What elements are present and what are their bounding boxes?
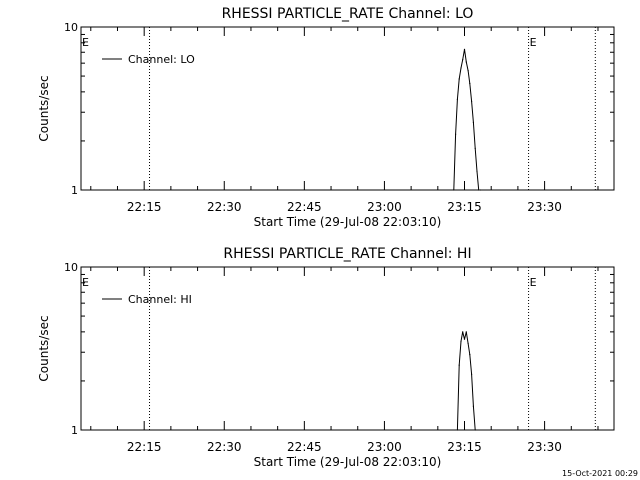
data-point: [458, 78, 460, 80]
x-tick-label: 22:45: [287, 440, 322, 454]
x-axis-label: Start Time (29-Jul-08 22:03:10): [254, 455, 442, 469]
y-tick-label: 10: [64, 261, 78, 274]
chart-title: RHESSI PARTICLE_RATE Channel: LO: [222, 6, 474, 22]
data-point: [471, 373, 473, 375]
data-point: [463, 338, 466, 340]
x-tick-label: 22:45: [287, 200, 322, 214]
data-point: [455, 133, 457, 135]
legend-label: Channel: HI: [128, 293, 192, 306]
plot-frame: [80, 266, 615, 431]
y-tick-label: 10: [64, 21, 78, 34]
data-point: [472, 121, 474, 123]
x-tick-label: 22:15: [127, 200, 162, 214]
edge-marker-label: E: [82, 276, 89, 289]
data-point: [456, 98, 458, 100]
x-tick-label: 22:30: [207, 200, 242, 214]
edge-marker-label: E: [82, 36, 89, 49]
data-point: [453, 189, 455, 191]
data-point: [478, 189, 480, 191]
x-tick-label: 23:00: [367, 200, 402, 214]
time-marker-label: E: [530, 36, 537, 49]
legend-label: Channel: LO: [128, 53, 195, 66]
data-point: [474, 147, 476, 149]
data-point: [474, 429, 476, 431]
data-point: [463, 48, 466, 50]
data-point: [469, 354, 471, 356]
data-point: [472, 405, 474, 407]
x-axis-label: Start Time (29-Jul-08 22:03:10): [254, 215, 442, 229]
panel-lo: RHESSI PARTICLE_RATE Channel: LO Counts/s…: [37, 6, 615, 229]
data-point: [479, 189, 482, 191]
x-tick-label: 23:15: [447, 200, 482, 214]
plot-frame: [80, 26, 615, 191]
data-point: [476, 170, 478, 172]
x-tick-label: 23:15: [447, 440, 482, 454]
data-point: [465, 61, 467, 63]
footer-timestamp: 15-Oct-2021 00:29: [562, 469, 638, 478]
data-point: [469, 82, 471, 85]
time-marker-label: E: [530, 276, 537, 289]
series-line: [456, 331, 476, 431]
panel-hi: RHESSI PARTICLE_RATE Channel: HI Counts/s…: [37, 246, 615, 469]
y-axis-label: Counts/sec: [37, 75, 51, 141]
data-point: [460, 340, 462, 342]
data-point: [462, 331, 464, 333]
y-tick-label: 1: [71, 424, 78, 437]
data-point: [467, 342, 469, 344]
x-tick-label: 22:30: [207, 440, 242, 454]
x-tick-label: 23:00: [367, 440, 402, 454]
x-tick-label: 23:30: [527, 200, 562, 214]
data-point: [471, 100, 473, 102]
x-tick-label: 22:15: [127, 440, 162, 454]
data-point: [467, 70, 469, 72]
y-tick-label: 1: [71, 184, 78, 197]
data-point: [460, 67, 462, 69]
data-point: [462, 59, 464, 61]
data-point: [458, 364, 460, 366]
x-tick-label: 23:30: [527, 440, 562, 454]
data-point: [456, 429, 458, 431]
data-point: [465, 331, 467, 333]
y-axis-label: Counts/sec: [37, 315, 51, 381]
series-line: [453, 49, 481, 191]
chart-title: RHESSI PARTICLE_RATE Channel: HI: [223, 246, 471, 262]
